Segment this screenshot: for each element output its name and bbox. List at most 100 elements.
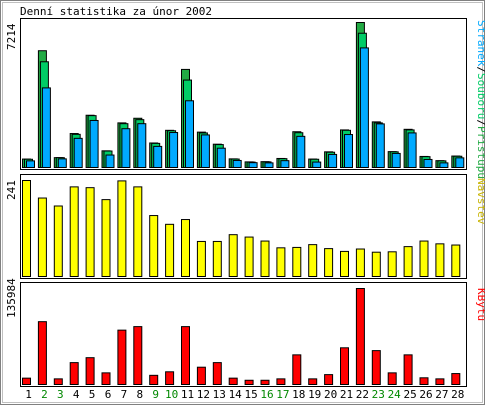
day-labels: 1 2 3 4 5 6 7 8 9 10 11 12 13 14 15 16 17 18 19 20 21 22 23 24 2… — [25, 388, 464, 401]
legend-files: Souborů — [475, 73, 485, 119]
kbytes-bar — [419, 377, 429, 386]
pages-bar — [344, 134, 353, 168]
visits-bar — [133, 186, 143, 277]
visits-bar — [117, 180, 127, 278]
kbytes-bar — [308, 378, 318, 385]
pages-bar — [41, 87, 51, 168]
hits-panel-frame — [20, 18, 467, 170]
visits-panel-frame — [20, 174, 467, 279]
kbytes-bar — [101, 372, 111, 385]
pages-bar — [26, 160, 35, 169]
pages-bar — [153, 145, 163, 168]
visits-bar — [419, 240, 429, 277]
visits-bar — [403, 246, 413, 277]
day-label: 8 — [136, 388, 143, 401]
pages-bar — [137, 123, 147, 169]
kbytes-bar — [387, 372, 397, 385]
day-label: 5 — [89, 388, 96, 401]
visits-bar — [260, 240, 270, 277]
pages-bar — [423, 158, 433, 169]
day-label: 25 — [403, 388, 416, 401]
visits-bar — [324, 248, 334, 277]
kbytes-ymax-label: 135984 — [5, 278, 18, 318]
day-label: 15 — [244, 388, 257, 401]
chart-title: Denní statistika za únor 2002 — [20, 5, 212, 18]
day-label: 1 — [25, 388, 32, 401]
kbytes-bar — [371, 350, 381, 385]
pages-bar — [375, 123, 385, 168]
hits-ymax-label: 7214 — [5, 23, 18, 50]
pages-bar — [359, 47, 369, 168]
kbytes-bar — [212, 362, 222, 386]
visits-bar — [371, 251, 381, 278]
day-label: 26 — [419, 388, 432, 401]
kbytes-bar — [69, 362, 79, 386]
kbytes-bar — [435, 378, 445, 385]
visits-ymax-label: 241 — [5, 180, 18, 200]
kbytes-bar — [181, 326, 190, 386]
pages-bar — [455, 157, 465, 169]
visits-bar — [212, 240, 222, 278]
visits-bar — [387, 251, 397, 277]
pages-bar — [312, 161, 322, 169]
legend-kbytes: KBytů — [475, 288, 485, 321]
day-label: 4 — [73, 388, 80, 401]
day-label: 20 — [324, 388, 337, 401]
visits-bar — [228, 234, 238, 277]
pages-bar — [89, 119, 99, 168]
day-label: 13 — [213, 388, 226, 401]
day-label: 2 — [41, 388, 48, 401]
day-label: 28 — [451, 388, 464, 401]
kbytes-bar — [244, 379, 254, 386]
kbytes-bar — [53, 378, 63, 385]
day-label: 3 — [57, 388, 64, 401]
day-label: 10 — [165, 388, 178, 401]
day-label: 19 — [308, 388, 321, 401]
day-label: 23 — [372, 388, 385, 401]
day-label: 11 — [181, 388, 194, 401]
pages-bar — [296, 135, 306, 169]
kbytes-bar — [133, 326, 143, 386]
day-label: 21 — [340, 388, 353, 401]
day-label: 14 — [229, 388, 243, 401]
kbytes-bar — [165, 371, 175, 386]
day-label: 9 — [152, 388, 159, 401]
kbytes-bar — [340, 347, 349, 385]
visits-bar — [451, 244, 461, 277]
pages-bar — [232, 159, 242, 169]
visits-bar — [340, 250, 349, 278]
day-label: 22 — [356, 388, 369, 401]
kbytes-panel-frame — [20, 282, 467, 387]
kbytes-bar — [228, 377, 238, 385]
visits-bar — [435, 243, 445, 278]
pages-bar — [185, 100, 194, 168]
kbytes-bars — [22, 288, 461, 386]
kbytes-bar — [324, 374, 334, 386]
pages-bar — [216, 147, 226, 169]
visits-bar — [101, 199, 111, 277]
kbytes-bar — [117, 329, 127, 385]
visits-bar — [181, 219, 190, 277]
visits-bar — [292, 246, 302, 277]
hits-bars — [22, 22, 465, 169]
day-label: 18 — [292, 388, 305, 401]
pages-bar — [121, 128, 131, 168]
pages-bar — [280, 160, 290, 168]
visits-bar — [244, 236, 254, 277]
visits-bar — [37, 197, 47, 278]
visits-bar — [196, 240, 206, 278]
pages-bar — [169, 132, 179, 168]
visits-bar — [165, 223, 175, 277]
kbytes-bar — [196, 366, 206, 386]
visits-bar — [85, 187, 95, 277]
visits-bar — [308, 244, 318, 278]
visits-bar — [69, 186, 79, 277]
legend-hits: Přístupů — [475, 126, 485, 179]
pages-bar — [439, 162, 449, 168]
kbytes-bar — [37, 321, 47, 385]
pages-bar — [200, 134, 210, 168]
day-label: 17 — [276, 388, 289, 401]
day-label: 27 — [435, 388, 448, 401]
